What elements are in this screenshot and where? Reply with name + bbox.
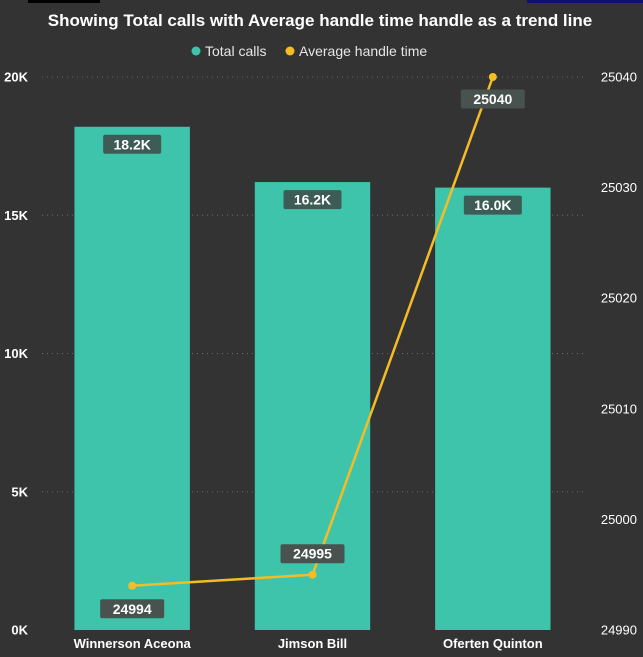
line-data-label: 25040 (460, 89, 525, 109)
bar-data-label-text: 16.0K (474, 197, 511, 213)
left-axis: 0K 5K 10K 15K 20K (4, 70, 28, 638)
legend-label-average-handle-time[interactable]: Average handle time (299, 43, 427, 59)
category-axis: Winnerson Aceona Jimson Bill Oferten Quint… (74, 636, 543, 651)
chart-title: Showing Total calls with Average handle … (48, 11, 592, 30)
bar[interactable] (74, 126, 190, 631)
right-axis-tick-label: 25010 (601, 401, 637, 416)
bar-data-label: 18.2K (103, 134, 162, 154)
left-axis-tick-label: 0K (11, 623, 28, 638)
right-axis-tick-label: 25030 (601, 180, 637, 195)
left-axis-tick-label: 15K (4, 208, 28, 223)
legend-label-total-calls[interactable]: Total calls (205, 43, 266, 59)
right-axis-tick-label: 25040 (601, 70, 637, 85)
line-data-label: 24994 (100, 599, 165, 619)
bar[interactable] (435, 187, 551, 630)
bar-data-label: 16.0K (463, 195, 522, 215)
legend-marker-average-handle-time (285, 46, 295, 56)
line-data-label-box (100, 599, 165, 619)
line-data-label-text: 24995 (293, 546, 332, 562)
line-data-label-box (280, 544, 345, 564)
category-label: Winnerson Aceona (74, 636, 192, 651)
category-label: Jimson Bill (278, 636, 347, 651)
bar-data-label-box (103, 134, 162, 154)
top-edge-strip-left (28, 0, 100, 3)
line-data-label: 24995 (280, 544, 345, 564)
right-axis: 24990 25000 25010 25020 25030 25040 (601, 70, 637, 638)
right-axis-tick-label: 25020 (601, 291, 637, 306)
bar-data-label-box (283, 190, 342, 210)
top-edge-strip-right (527, 0, 643, 3)
line-data-label-text: 25040 (473, 91, 512, 107)
right-axis-tick-label: 24990 (601, 623, 637, 638)
right-axis-tick-label: 25000 (601, 512, 637, 527)
line-data-labels: 24994 24995 25040 (100, 89, 525, 619)
trend-line (128, 73, 497, 590)
bar-data-label: 16.2K (283, 190, 342, 210)
line-data-label-text: 24994 (113, 601, 152, 617)
legend: Total calls Average handle time (191, 43, 427, 59)
trend-line-point[interactable] (128, 581, 137, 590)
trend-line-point[interactable] (308, 570, 317, 579)
bar-data-label-text: 16.2K (294, 192, 331, 208)
left-axis-tick-label: 5K (11, 484, 28, 499)
trend-line-point[interactable] (488, 73, 497, 81)
bar-data-label-box (463, 195, 522, 215)
bar-data-labels: 18.2K 16.2K 16.0K (103, 134, 522, 215)
left-axis-tick-label: 20K (4, 70, 28, 85)
category-label: Oferten Quinton (443, 636, 543, 651)
bar-data-label-text: 18.2K (113, 136, 150, 152)
left-axis-tick-label: 10K (4, 346, 28, 361)
line-data-label-box (460, 89, 525, 109)
legend-marker-total-calls (191, 46, 201, 56)
